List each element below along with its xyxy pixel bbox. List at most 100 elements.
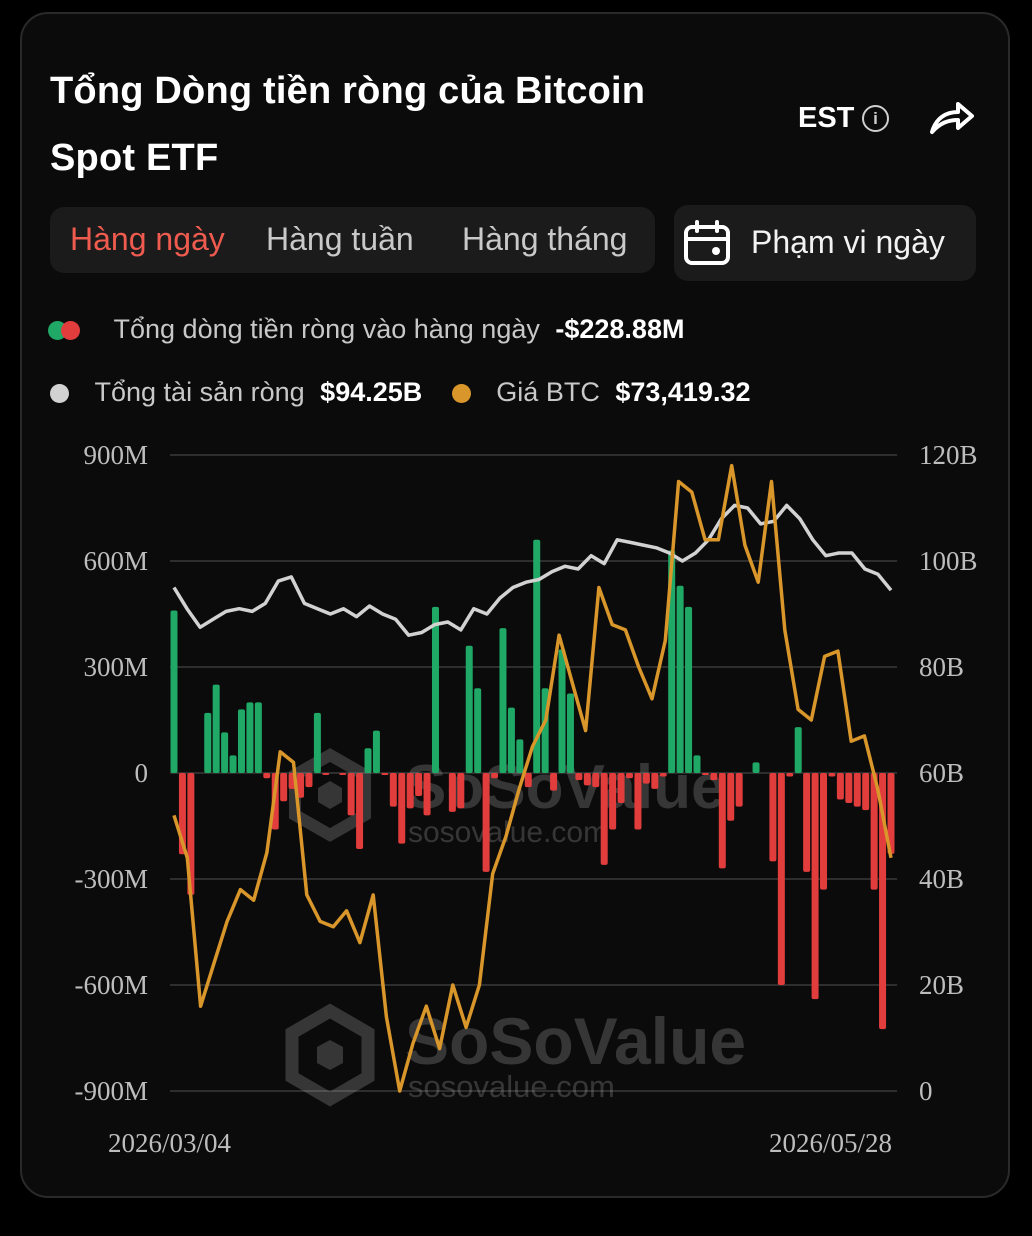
inflow-bar: [246, 702, 254, 773]
y-right-tick: 80B: [919, 652, 964, 682]
inflow-bar: [297, 773, 305, 798]
inflow-bar: [879, 773, 887, 1030]
y-right-tick: 100B: [919, 546, 978, 576]
inflow-bar: [617, 773, 625, 804]
inflow-bar: [356, 773, 364, 849]
inflow-bar: [752, 762, 760, 773]
watermark-brand: SoSoValue: [405, 1004, 746, 1078]
net-inflow-value: -$228.88M: [555, 314, 685, 344]
inflow-bar: [347, 773, 355, 816]
inflow-bar: [642, 773, 650, 784]
inflow-bar: [499, 628, 507, 773]
inflow-bar: [769, 773, 777, 862]
inflow-bar: [609, 773, 617, 830]
inflow-bar: [170, 610, 178, 773]
inflow-bar: [305, 773, 313, 788]
inflow-bar: [592, 773, 600, 788]
inflow-bar: [423, 773, 431, 816]
inflow-bar: [803, 773, 811, 872]
inflow-bar: [575, 773, 583, 781]
inflow-bar: [465, 645, 473, 773]
btc-price-legend-dot: [451, 384, 471, 403]
y-right-tick: 0: [919, 1076, 933, 1106]
page-title: Tổng Dòng tiền ròng của Bitcoin Spot ETF: [50, 70, 646, 179]
inflow-bar: [381, 773, 389, 775]
btc-price-label: Giá BTC: [496, 377, 600, 407]
date-range-label: Phạm vi ngày: [751, 224, 945, 260]
calendar-icon: [684, 220, 730, 265]
inflow-bar: [406, 773, 414, 809]
inflow-bar: [735, 773, 743, 807]
inflow-bar: [710, 773, 718, 781]
inflow-bar: [836, 773, 844, 800]
inflow-bar: [491, 773, 499, 779]
share-icon[interactable]: [928, 96, 976, 138]
inflow-bar: [794, 727, 802, 773]
inflow-bar: [811, 773, 819, 1000]
sosovalue-logo-icon: [285, 1003, 375, 1107]
inflow-bar: [701, 773, 709, 775]
net-inflow-bars: [170, 539, 895, 1030]
btc-price-value: $73,419.32: [615, 377, 751, 407]
tab-daily[interactable]: Hàng ngày: [70, 221, 225, 257]
inflow-bar: [845, 773, 853, 804]
inflow-bar: [676, 585, 684, 773]
inflow-bar: [516, 739, 524, 773]
y-right-tick: 120B: [919, 440, 978, 470]
net-assets-label: Tổng tài sản ròng: [94, 377, 305, 407]
inflow-bar: [280, 773, 288, 802]
inflow-bar: [820, 773, 828, 890]
btc-price-line: [172, 463, 893, 1093]
inflow-bar: [457, 773, 465, 809]
inflow-bar: [718, 773, 726, 869]
inflow-bar: [322, 773, 330, 775]
tab-weekly[interactable]: Hàng tuần: [266, 221, 414, 257]
inflow-bar: [398, 773, 406, 844]
y-left-tick: -300M: [75, 864, 149, 894]
x-end-tick: 2026/05/28: [769, 1128, 892, 1158]
inflow-bar: [853, 773, 861, 807]
inflow-bar: [870, 773, 878, 890]
inflow-bar: [862, 773, 870, 811]
inflow-bar: [626, 773, 634, 779]
y-right-tick: 20B: [919, 970, 964, 1000]
inflow-bar: [254, 702, 262, 773]
inflow-bar: [229, 755, 237, 773]
net-assets-legend-dot: [50, 384, 69, 403]
inflow-bar: [727, 773, 735, 821]
date-range-button[interactable]: Phạm vi ngày: [674, 205, 976, 281]
y-right-tick: 40B: [919, 864, 964, 894]
inflow-bar: [583, 773, 591, 786]
inflow-bar: [566, 693, 574, 773]
info-icon[interactable]: i: [862, 105, 889, 132]
y-left-tick: 900M: [83, 440, 148, 470]
inflow-bar: [263, 773, 271, 779]
inflow-bar: [389, 773, 397, 807]
legend-assets-price: Tổng tài sản ròng $94.25B Giá BTC $73,41…: [50, 377, 750, 408]
inflow-bar: [828, 773, 836, 777]
y-left-tick: -600M: [75, 970, 149, 1000]
inflow-bar: [693, 755, 701, 773]
y-left-tick: 300M: [83, 652, 148, 682]
axis-ticks: 900M 120B 600M 100B 300M 80B 0 60B -300M 40B -600M…: [75, 440, 978, 1158]
inflow-bar: [507, 707, 515, 773]
net-assets-value: $94.25B: [320, 377, 423, 407]
inflow-bar: [474, 688, 482, 773]
inflow-bar: [533, 539, 541, 773]
inflow-bar: [237, 709, 245, 773]
inflow-bar: [448, 773, 456, 812]
inflow-bar: [339, 773, 347, 775]
inflow-bar: [212, 684, 220, 773]
net-inflow-label: Tổng dòng tiền ròng vào hàng ngày: [113, 314, 540, 344]
tab-monthly[interactable]: Hàng tháng: [462, 221, 628, 257]
inflow-bar: [887, 773, 895, 854]
inflow-bar: [634, 773, 642, 830]
timezone-label[interactable]: EST: [798, 102, 855, 134]
inflow-bar: [659, 773, 667, 777]
inflow-bar: [431, 606, 439, 773]
inflow-bar: [651, 773, 659, 789]
y-right-tick: 60B: [919, 758, 964, 788]
inflow-bar: [600, 773, 608, 865]
y-left-tick: 0: [135, 758, 149, 788]
